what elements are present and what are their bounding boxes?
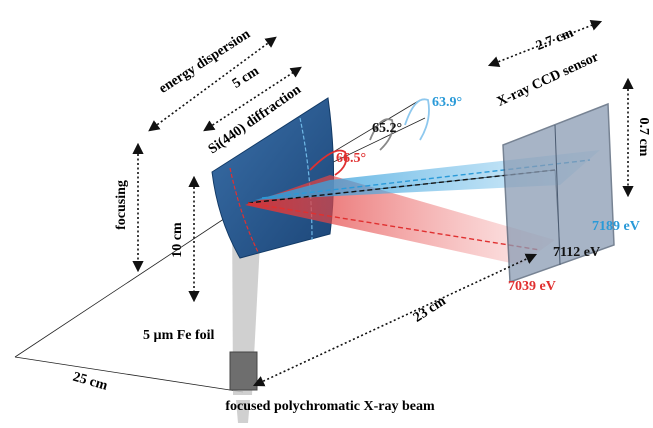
distance-label: 23 cm [411, 294, 449, 326]
detector-height: 0.7 cm [636, 118, 651, 157]
detector-label: X-ray CCD sensor [495, 50, 601, 110]
red-ray [247, 202, 541, 251]
detector-width: 2.7 cm [534, 25, 576, 54]
focusing-label: focusing [114, 180, 129, 230]
red-fan [245, 175, 555, 265]
crystal-red-arc [229, 167, 259, 253]
angle-arc-gray [369, 118, 394, 151]
energy-label: 7189 eV [592, 219, 640, 234]
fe-foil [229, 351, 258, 391]
crystal [211, 97, 335, 259]
beam-label: focused polychromatic X-ray beam [225, 399, 435, 414]
angle-label: 65.2° [372, 121, 402, 136]
angle-arc-red [309, 149, 348, 176]
crystal-blue-arc [299, 117, 313, 241]
angle-arc-blue [404, 98, 430, 141]
dimension-arrows [132, 20, 634, 387]
distance-label: 25 cm [71, 370, 109, 394]
detector-line [554, 124, 561, 266]
energy-label: 7039 eV [508, 279, 556, 294]
angle-label: 63.9° [432, 95, 462, 110]
incident-beam-tail [236, 400, 250, 423]
detector [502, 102, 615, 284]
crystal-height: 10 cm [170, 222, 185, 258]
energy-label: 7112 eV [553, 245, 600, 260]
sample-label: 5 µm Fe foil [143, 328, 215, 343]
angle-label: 66.5° [336, 151, 366, 166]
